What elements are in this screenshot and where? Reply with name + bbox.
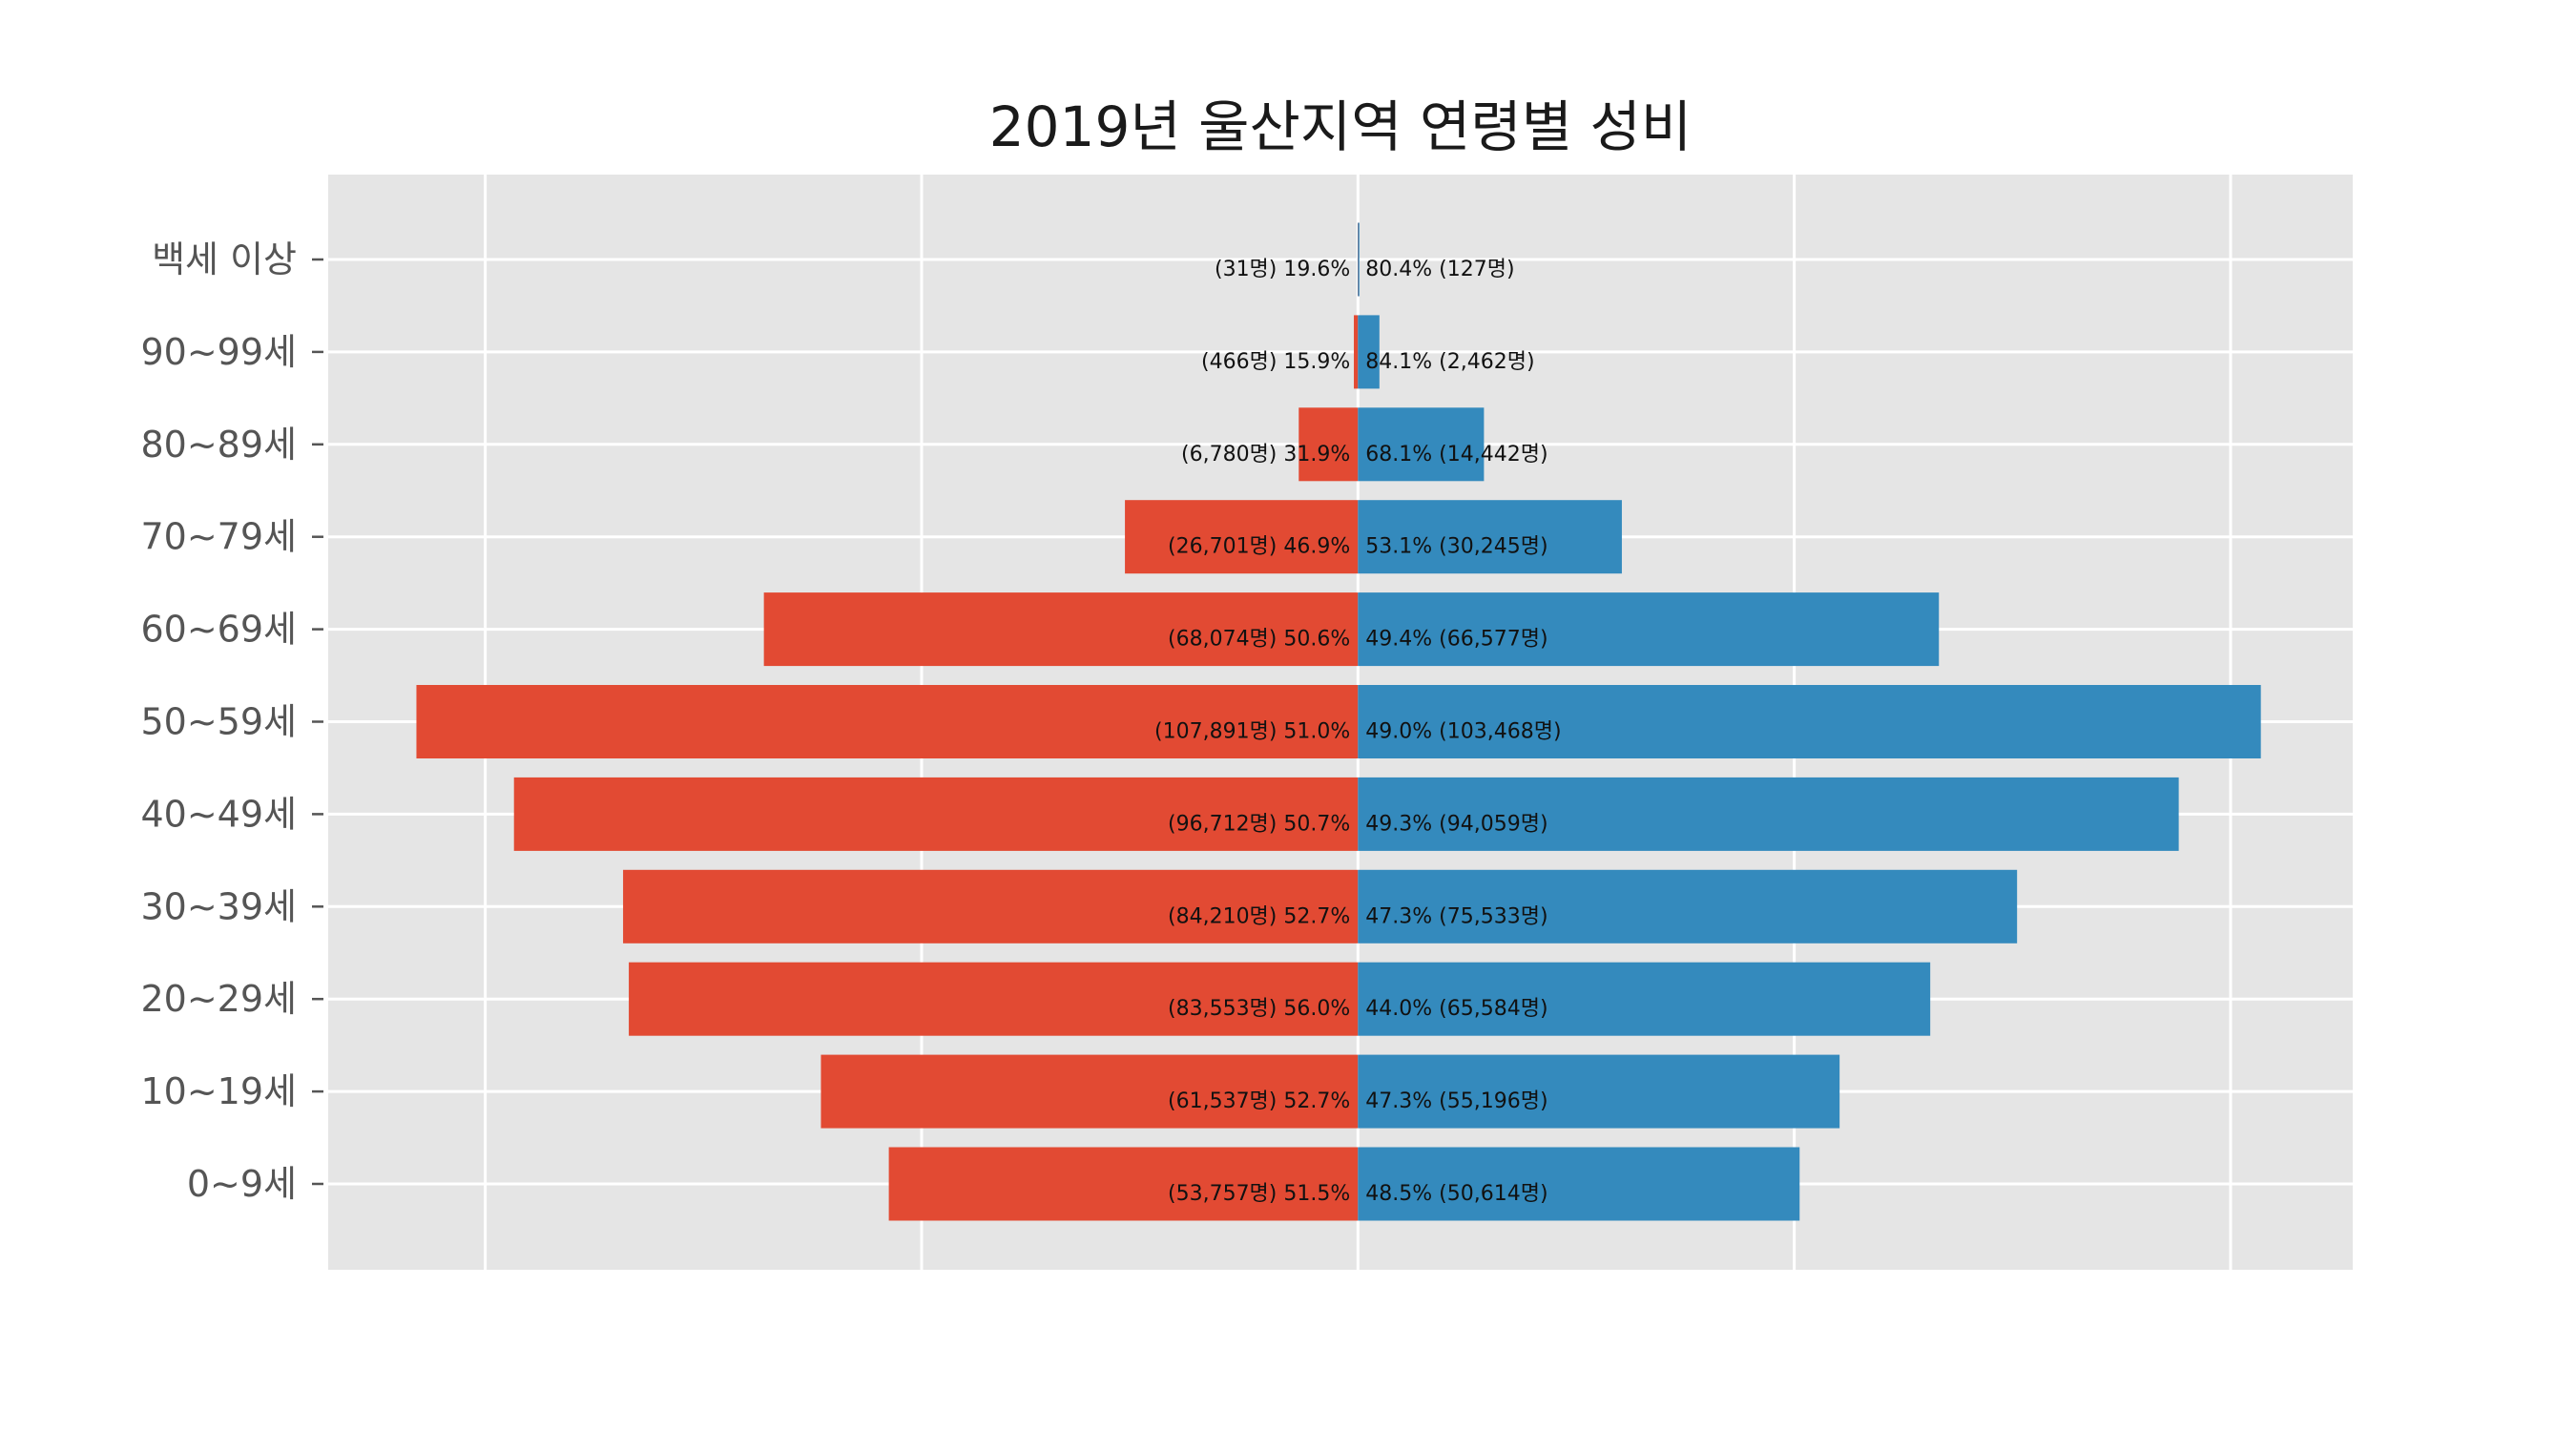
bar-label-left: (96,712명) 50.7%	[1168, 812, 1350, 836]
y-tick-label: 백세 이상	[152, 238, 297, 280]
y-tick-label: 50~59세	[140, 701, 297, 743]
bar-label-left: (53,757명) 51.5%	[1168, 1182, 1350, 1206]
bar-left	[1298, 407, 1359, 482]
bar-left	[763, 592, 1359, 667]
bar-left	[623, 869, 1359, 944]
bar-left	[1125, 500, 1359, 574]
bar-right	[1358, 500, 1622, 574]
bar-label-left: (61,537명) 52.7%	[1168, 1089, 1350, 1113]
bar-label-left: (84,210명) 52.7%	[1168, 904, 1350, 928]
bar-label-right: 80.4% (127명)	[1365, 258, 1514, 281]
bar-left	[821, 1054, 1359, 1129]
y-tick-label: 0~9세	[187, 1163, 297, 1205]
y-tick-label: 40~49세	[140, 793, 297, 835]
bar-right	[1358, 315, 1380, 389]
bar-label-right: 53.1% (30,245명)	[1365, 535, 1548, 559]
y-tick-label: 60~69세	[140, 609, 297, 651]
bar-right	[1358, 869, 2018, 944]
bar-label-left: (83,553명) 56.0%	[1168, 997, 1350, 1021]
bar-label-right: 47.3% (75,533명)	[1365, 904, 1548, 928]
chart-title: 2019년 울산지역 연령별 성비	[989, 94, 1693, 159]
bar-left	[513, 777, 1359, 851]
bar-label-left: (31명) 19.6%	[1215, 258, 1350, 281]
bar-left	[416, 685, 1359, 758]
y-tick-label: 70~79세	[140, 516, 297, 558]
bar-label-right: 49.0% (103,468명)	[1365, 720, 1561, 744]
bar-label-left: (6,780명) 31.9%	[1181, 443, 1350, 467]
bar-label-right: 47.3% (55,196명)	[1365, 1089, 1548, 1113]
bar-label-right: 49.3% (94,059명)	[1365, 812, 1548, 836]
y-tick-label: 10~19세	[140, 1070, 297, 1112]
bar-left	[888, 1147, 1359, 1221]
bar-right	[1358, 592, 1940, 667]
y-tick-label: 30~39세	[140, 885, 297, 927]
bar-right	[1358, 407, 1485, 482]
bar-right	[1358, 1147, 1800, 1221]
y-tick-label: 90~99세	[140, 331, 297, 373]
bar-label-right: 49.4% (66,577명)	[1365, 628, 1548, 652]
bar-label-right: 84.1% (2,462명)	[1365, 350, 1534, 374]
bar-label-right: 44.0% (65,584명)	[1365, 997, 1548, 1021]
y-tick-label: 20~29세	[140, 978, 297, 1020]
bar-label-left: (26,701명) 46.9%	[1168, 535, 1350, 559]
bar-label-left: (466명) 15.9%	[1201, 350, 1350, 374]
bar-label-right: 68.1% (14,442명)	[1365, 443, 1548, 467]
bar-label-left: (68,074명) 50.6%	[1168, 628, 1350, 652]
bar-left	[1354, 315, 1359, 389]
bar-right	[1358, 962, 1931, 1036]
y-tick-label: 80~89세	[140, 424, 297, 466]
bar-label-right: 48.5% (50,614명)	[1365, 1182, 1548, 1206]
bars	[416, 222, 2261, 1221]
bar-right	[1358, 777, 2179, 851]
bar-label-left: (107,891명) 51.0%	[1154, 720, 1350, 744]
bar-right	[1358, 685, 2261, 758]
bar-left	[629, 962, 1359, 1036]
bar-right	[1358, 222, 1360, 297]
bar-labels: (31명) 19.6% 80.4% (127명) (466명) 15.9% 84.1%…	[1154, 258, 1562, 1206]
bar-right	[1358, 1054, 1840, 1129]
y-axis-ticks: 백세 이상 90~99세 80~89세 70~79세 60~69세 50~59세 40~49…	[140, 238, 323, 1205]
